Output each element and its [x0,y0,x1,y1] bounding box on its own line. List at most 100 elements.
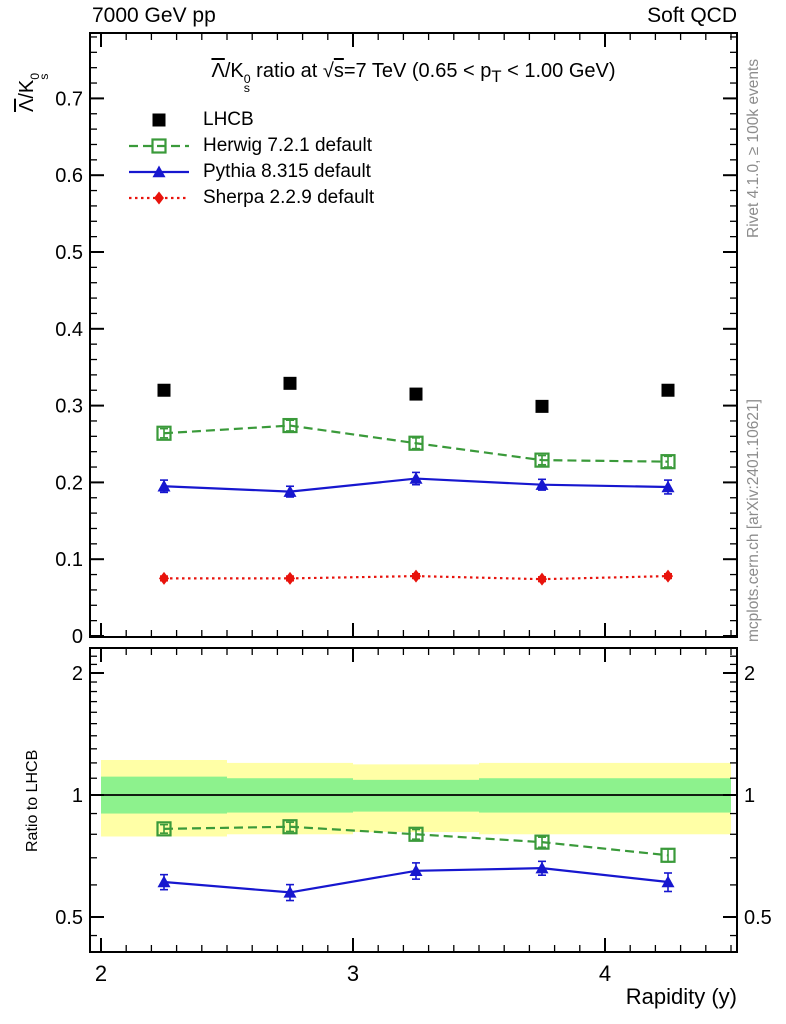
marker-triangle-filled [409,864,423,877]
ratio-y-ticks: 0.5 0.5 1 1 2 2 [55,655,772,937]
marker-square-filled [661,383,675,397]
y-tick-label: 0.2 [55,472,83,494]
series-pythia [157,860,675,902]
ratio-frame [89,647,738,953]
legend-marker [129,138,189,154]
lambda-bar-symbol: Λ [211,60,225,82]
marker-square-filled [535,399,549,413]
series-herwig [156,819,676,863]
legend: LHCB Herwig 7.2.1 default Pythia 8.315 def… [127,109,375,208]
marker-diamond-filled [537,572,547,586]
x-tick-label: 2 [95,961,107,986]
marker-diamond-filled [663,569,673,583]
ratio-panel: 0.5 0.5 1 1 2 2 2 3 4 [55,647,772,986]
series-lhcb [157,376,675,413]
marker-diamond-filled [411,569,421,583]
x-axis-title: Rapidity (y) [625,984,737,1009]
marker-triangle-filled [661,480,675,493]
marker-square-filled [152,113,166,127]
uncertainty-bands [101,760,731,837]
y-tick-label: 0.1 [55,549,83,571]
ratio-y-tick-label-right: 2 [744,663,755,685]
marker-diamond-filled [154,191,164,205]
y-tick-label: 0.7 [55,88,83,110]
marker-triangle-filled [661,875,675,888]
marker-square-open [534,834,550,850]
marker-diamond-filled [159,571,169,585]
marker-square-open [156,425,172,441]
main-series [156,376,676,586]
ratio-y-tick-label-left: 1 [72,785,83,807]
legend-item: LHCB [127,109,374,130]
y-tick-label: 0 [72,626,83,648]
legend-marker [129,165,189,178]
x-tick-label: 3 [347,961,359,986]
marker-square-filled [283,376,297,390]
marker-triangle-filled [535,861,549,874]
marker-square-open [660,847,676,863]
marker-triangle-filled [283,885,297,898]
kaon-sub: s [243,81,250,96]
title-mid2: =7 TeV (0.65 < p [343,60,492,82]
main-frame [89,32,738,638]
marker-diamond-filled [285,571,295,585]
ratio-x-ticks: 2 3 4 [95,648,732,986]
marker-triangle-filled [152,165,166,178]
lambda-bar-symbol: Λ [16,98,38,112]
y-tick-label: 0.5 [55,242,83,264]
marker-triangle-filled [157,875,171,888]
y-tick-label: 0.6 [55,165,83,187]
legend-marker [152,113,166,127]
kaon-symbol: /K [16,79,38,99]
kaon-sup: 0 [243,71,251,86]
plot-title: Λ/K 0 s ratio at √s=7 TeV (0.65 < pT < 1.0… [90,60,737,94]
marker-square-filled [157,383,171,397]
ratio-y-tick-label-right: 1 [744,785,755,807]
ratio-series [156,819,676,902]
series-sherpa [159,569,673,586]
marker-square-open [534,452,550,468]
pt-subscript: T [491,67,502,86]
marker-square-open [408,826,424,842]
series-pythia [157,471,675,498]
ratio-y-tick-label-left: 2 [72,663,83,685]
marker-triangle-filled [157,479,171,492]
main-x-ticks [100,33,732,637]
marker-square-open [282,417,298,434]
marker-square-open [660,454,676,470]
ratio-y-tick-label-right: 0.5 [744,907,772,929]
marker-square-filled [409,387,423,401]
title-tail: < 1.00 GeV) [501,60,616,82]
legend-item: Herwig 7.2.1 default [127,135,374,156]
title-mid1: ratio at √ [250,60,334,82]
legend-label: Pythia 8.315 default [203,161,371,182]
ratio-y-tick-label-left: 0.5 [55,907,83,929]
main-y-ticks: 0 0.1 0.2 0.3 0.4 0.5 0.6 0.7 [55,36,737,648]
rivet-version-note: Rivet 4.1.0, ≥ 100k events [745,58,762,238]
legend-label: LHCB [203,109,254,130]
legend-label: Herwig 7.2.1 default [203,135,372,156]
y-axis-title-main: Λ/K 0 s [16,73,52,112]
x-tick-label: 4 [599,961,611,986]
marker-triangle-filled [535,478,549,490]
marker-square-open [282,819,298,835]
marker-square-open [408,435,424,451]
y-axis-title-ratio: Ratio to LHCB [24,749,41,852]
marker-triangle-filled [283,485,297,497]
marker-square-open [156,821,172,837]
legend-marker [129,191,189,205]
main-panel: 0 0.1 0.2 0.3 0.4 0.5 0.6 0.7 [55,32,738,648]
series-herwig [156,417,676,470]
legend-item: Sherpa 2.2.9 default [127,187,375,208]
main-panel-bg [90,33,737,637]
marker-square-open [151,138,167,154]
mcplots-reference-note: mcplots.cern.ch [arXiv:2401.10621] [745,399,762,642]
kaon-sub: s [37,73,52,80]
y-tick-label: 0.3 [55,396,83,418]
sqrt-s-symbol: s [333,60,344,82]
legend-label: Sherpa 2.2.9 default [203,187,375,208]
process-group-label: Soft QCD [647,4,737,27]
